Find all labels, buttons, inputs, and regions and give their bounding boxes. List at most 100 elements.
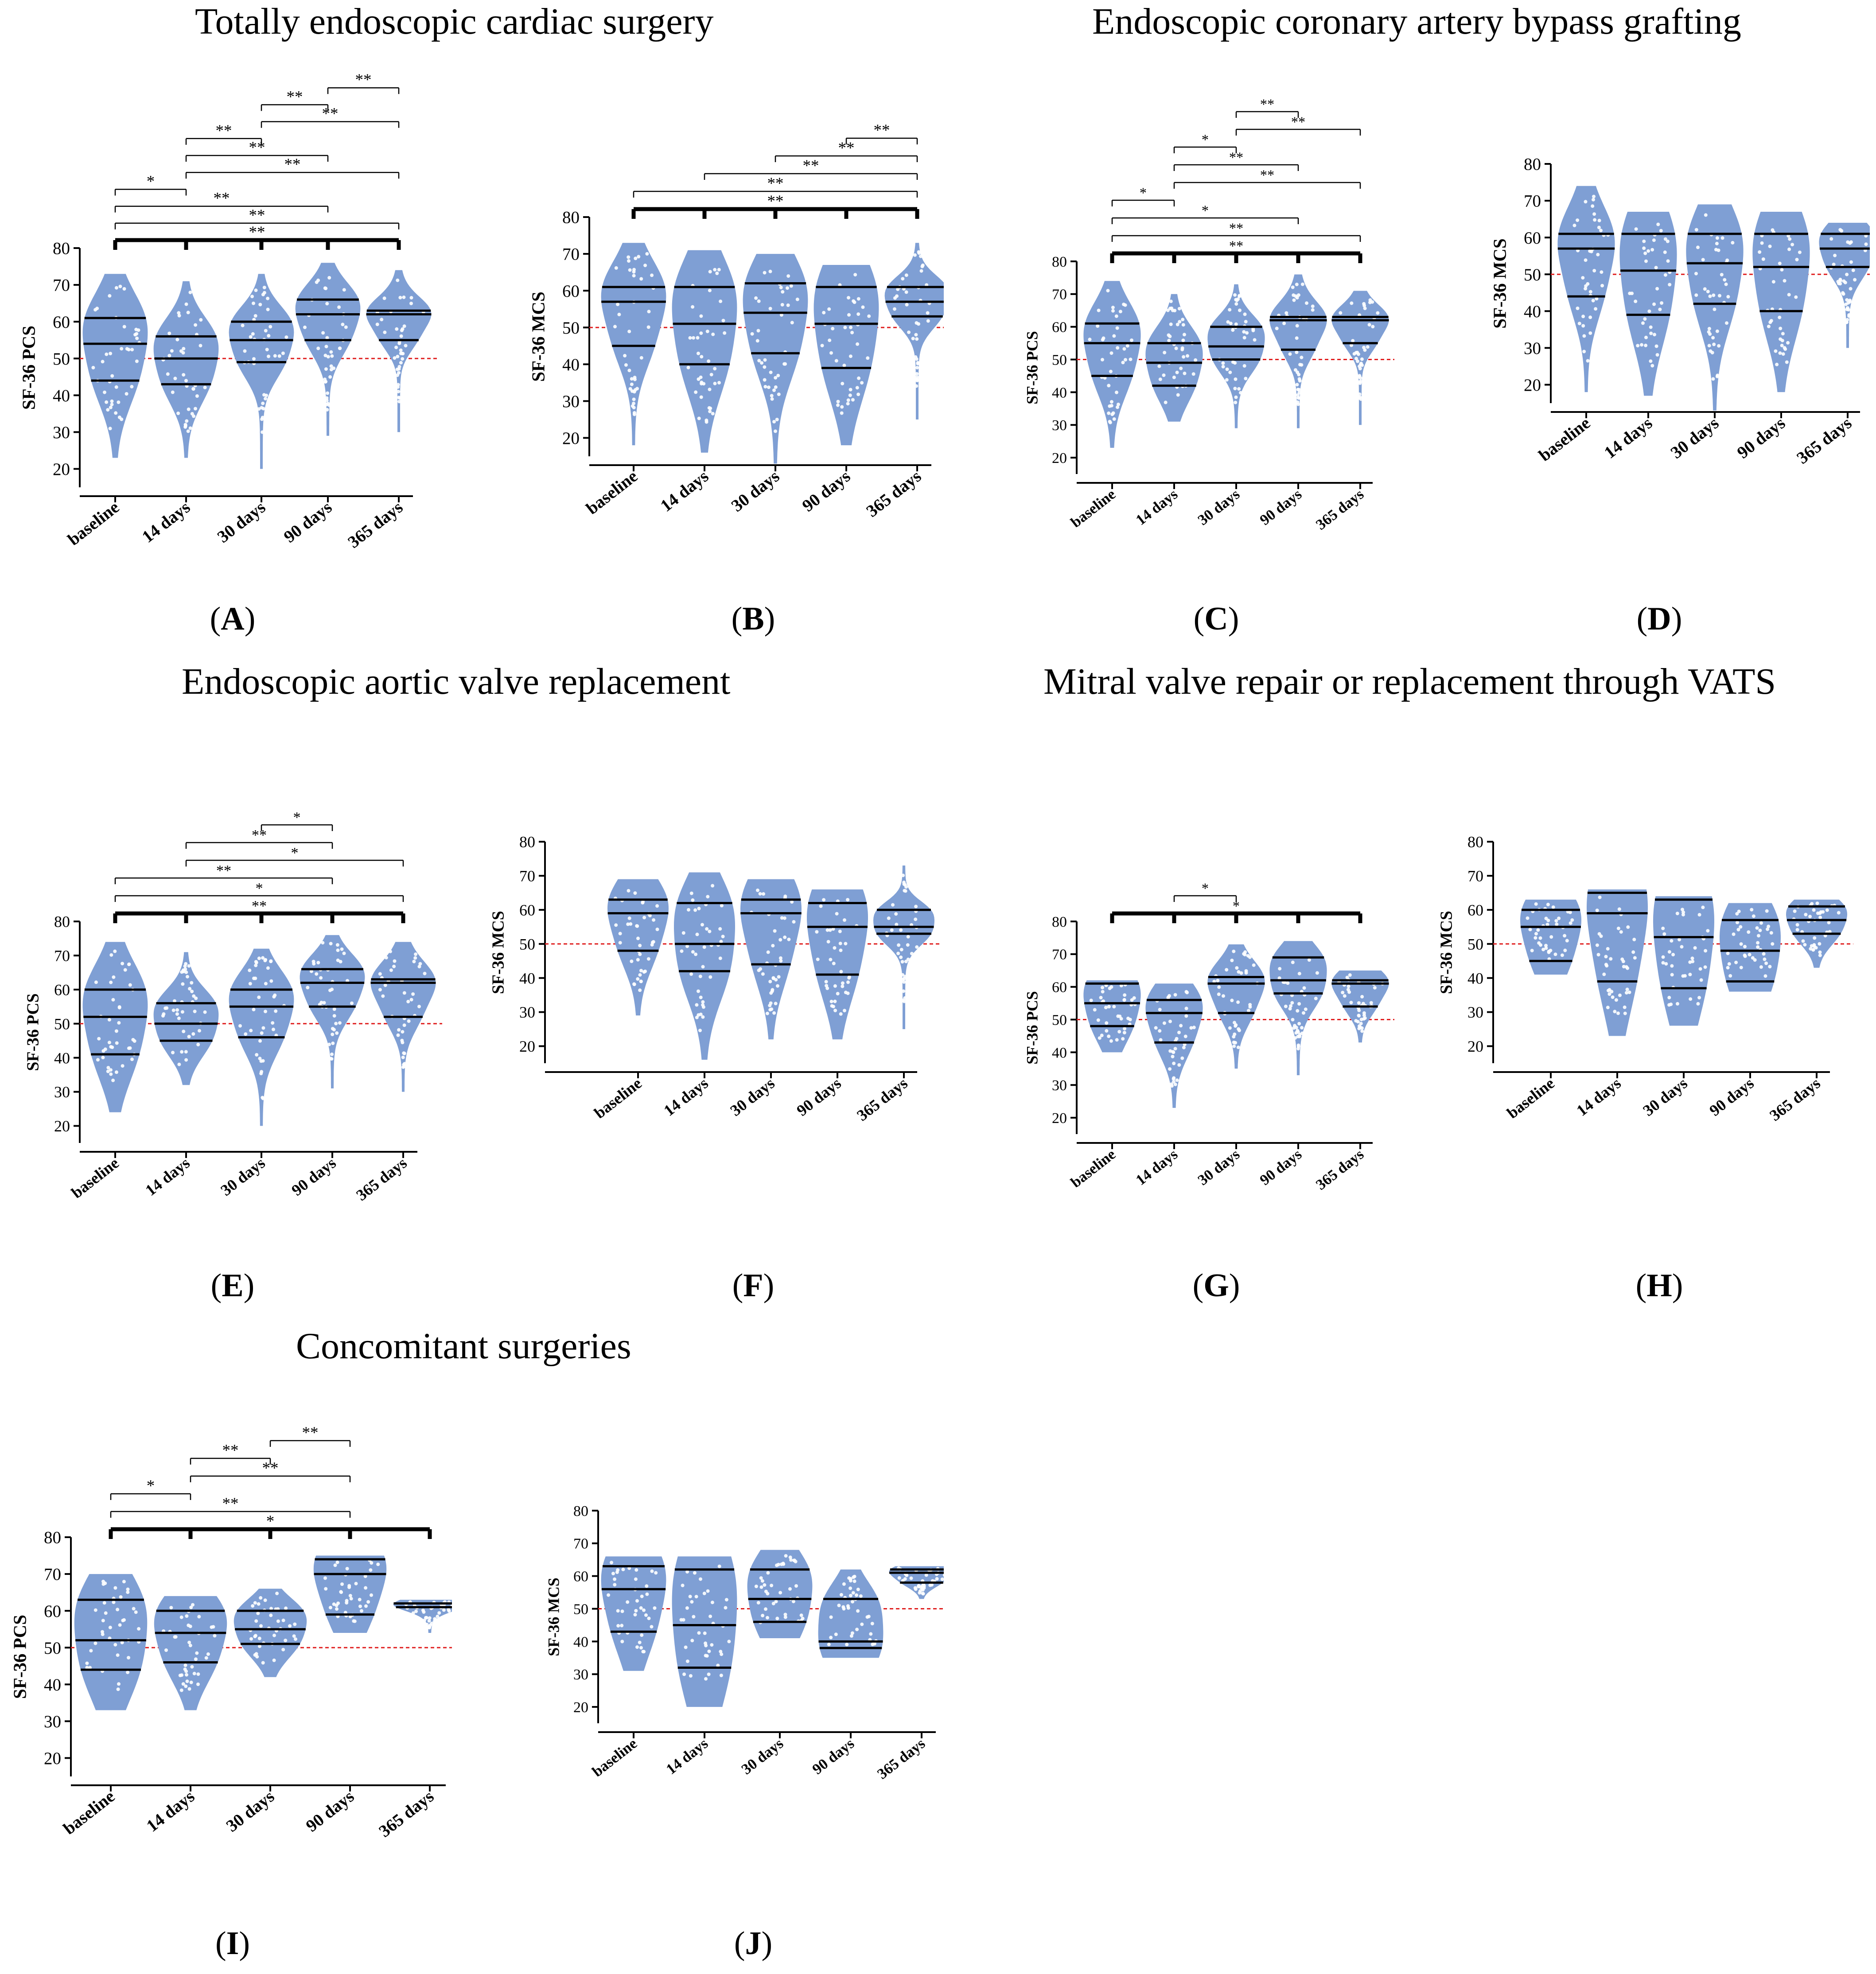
y-tick-label: 40	[54, 1049, 70, 1067]
data-point	[260, 1031, 264, 1035]
data-point	[1244, 971, 1248, 975]
data-point	[339, 960, 343, 964]
data-point	[190, 1665, 194, 1669]
data-point	[325, 398, 329, 402]
violin-30-days	[1207, 284, 1265, 428]
violin-dots	[686, 268, 727, 424]
data-point	[188, 291, 192, 295]
data-point	[108, 1625, 112, 1629]
y-axis-label: SF-36 MCS	[1490, 238, 1510, 329]
data-point	[771, 988, 775, 992]
x-tick-label: 365 days	[353, 1154, 410, 1204]
data-point	[710, 1643, 714, 1647]
x-tick-label: 30 days	[1639, 1074, 1690, 1119]
data-point	[1592, 198, 1595, 202]
data-point	[1533, 936, 1537, 940]
data-point	[847, 296, 850, 300]
violin-14-days	[153, 952, 219, 1085]
data-point	[1849, 287, 1853, 291]
data-point	[702, 382, 706, 386]
data-point	[418, 962, 422, 966]
data-point	[1798, 250, 1802, 254]
data-point	[1600, 284, 1604, 288]
data-point	[1774, 349, 1778, 353]
significance-bracket: **	[633, 175, 918, 198]
data-point	[1183, 333, 1186, 337]
data-point	[855, 1628, 859, 1632]
data-point	[1813, 936, 1817, 940]
data-point	[848, 354, 852, 358]
data-point	[261, 430, 265, 434]
data-point	[1780, 338, 1784, 342]
data-point	[106, 1069, 110, 1073]
data-point	[699, 331, 703, 335]
significance-bracket: *	[1111, 185, 1175, 206]
data-point	[94, 980, 98, 984]
y-tick-label: 40	[1052, 1045, 1067, 1061]
data-point	[697, 416, 701, 420]
violin-90-days	[1269, 941, 1327, 1076]
data-point	[1179, 366, 1183, 370]
data-point	[642, 1608, 646, 1612]
data-point	[1108, 420, 1112, 424]
data-point	[1239, 971, 1243, 975]
data-point	[1177, 1030, 1181, 1034]
data-point	[724, 1606, 728, 1610]
data-point	[177, 1016, 181, 1020]
significance-bracket: **	[261, 88, 329, 111]
data-point	[257, 956, 261, 960]
data-point	[294, 1637, 297, 1641]
data-point	[326, 391, 330, 395]
data-point	[1845, 272, 1849, 276]
data-point	[781, 1562, 785, 1566]
data-point	[829, 958, 833, 962]
data-point	[719, 1674, 723, 1677]
data-point	[638, 952, 642, 956]
data-point	[626, 1600, 630, 1604]
data-point	[761, 1613, 765, 1617]
data-point	[1781, 332, 1785, 336]
data-point	[196, 1043, 200, 1046]
y-tick-label: 60	[1052, 979, 1067, 996]
data-point	[401, 1030, 405, 1034]
data-point	[1818, 916, 1822, 919]
data-point	[348, 1594, 352, 1597]
data-point	[402, 1063, 406, 1067]
data-point	[652, 918, 656, 922]
data-point	[839, 948, 843, 952]
data-point	[114, 1029, 118, 1033]
data-point	[1359, 1018, 1363, 1022]
data-point	[1739, 925, 1743, 929]
data-point	[417, 1005, 421, 1009]
panel-j: 20 30 40 50 60 70 80 SF-36 MCS baseline 14 days 30…	[456, 1373, 961, 1905]
data-point	[174, 1635, 178, 1639]
data-point	[1101, 986, 1105, 990]
data-point	[447, 1609, 451, 1613]
data-point	[1234, 395, 1238, 399]
data-point	[346, 979, 349, 983]
data-point	[859, 1594, 863, 1598]
data-point	[1726, 966, 1730, 970]
data-point	[123, 968, 127, 972]
data-point	[1238, 294, 1242, 298]
significance-label: **	[767, 175, 783, 193]
data-point	[1812, 943, 1816, 947]
significance-label: **	[213, 190, 230, 208]
x-tick-label: 30 days	[1195, 486, 1243, 528]
data-point	[1297, 1002, 1301, 1006]
data-point	[252, 357, 256, 361]
data-point	[261, 956, 265, 960]
significance-label: *	[1202, 202, 1209, 218]
data-point	[179, 1615, 183, 1619]
data-point	[1297, 971, 1301, 975]
data-point	[1712, 293, 1716, 297]
data-point	[1588, 315, 1592, 319]
data-point	[761, 972, 765, 976]
data-point	[1166, 308, 1170, 312]
data-point	[1584, 200, 1588, 204]
y-tick-label: 40	[562, 355, 580, 374]
data-point	[1109, 400, 1113, 404]
data-point	[852, 1579, 856, 1583]
